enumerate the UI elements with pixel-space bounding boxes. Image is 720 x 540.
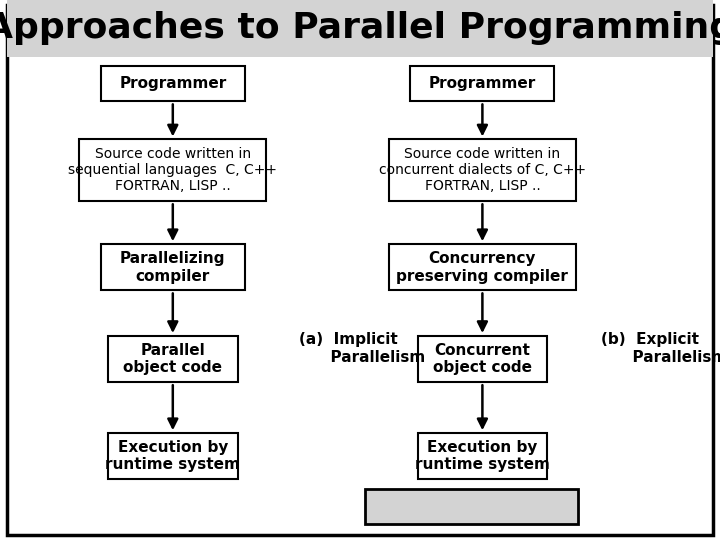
Text: EECC756 - Shaaban: EECC756 - Shaaban	[381, 497, 562, 515]
Text: Source code written in
sequential languages  C, C++
FORTRAN, LISP ..: Source code written in sequential langua…	[68, 147, 277, 193]
Bar	[101, 66, 245, 102]
Bar	[79, 139, 266, 201]
Text: Execution by
runtime system: Execution by runtime system	[415, 440, 550, 472]
Text: Approaches to Parallel Programming: Approaches to Parallel Programming	[0, 11, 720, 45]
Text: Parallel
object code: Parallel object code	[123, 343, 222, 375]
Text: Concurrent
object code: Concurrent object code	[433, 343, 532, 375]
Text: (a)  Implicit
      Parallelism: (a) Implicit Parallelism	[299, 332, 425, 365]
Bar	[108, 433, 238, 480]
Bar	[101, 244, 245, 291]
Bar	[389, 244, 576, 291]
Text: Execution by
runtime system: Execution by runtime system	[105, 440, 240, 472]
Text: Programmer: Programmer	[120, 76, 226, 91]
Bar	[410, 66, 554, 102]
Bar	[418, 433, 547, 480]
Bar	[7, 0, 713, 57]
Text: Programmer: Programmer	[429, 76, 536, 91]
Text: Concurrency
preserving compiler: Concurrency preserving compiler	[397, 251, 568, 284]
Text: (b)  Explicit
      Parallelism: (b) Explicit Parallelism	[601, 332, 720, 365]
Bar	[108, 336, 238, 382]
Bar	[366, 489, 577, 524]
Bar	[389, 139, 576, 201]
Text: Source code written in
concurrent dialects of C, C++
FORTRAN, LISP ..: Source code written in concurrent dialec…	[379, 147, 586, 193]
Bar	[418, 336, 547, 382]
Text: Parallelizing
compiler: Parallelizing compiler	[120, 251, 225, 284]
